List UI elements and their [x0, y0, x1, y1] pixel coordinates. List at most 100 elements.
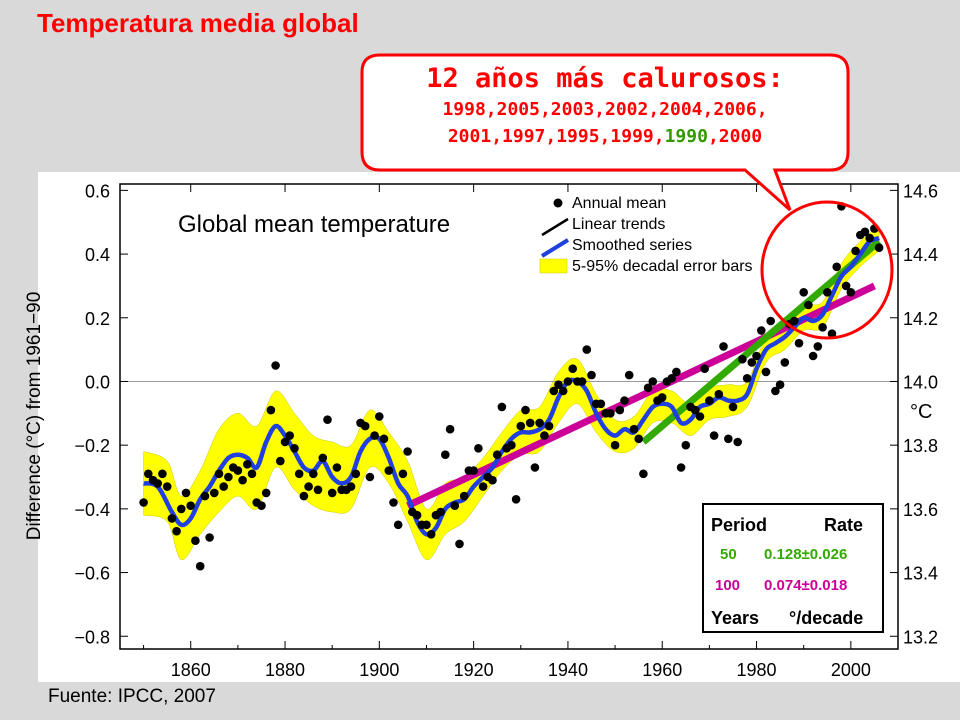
callout-years-line-1: 1998,2005,2003,2002,2004,2006,	[442, 99, 768, 120]
y-tick-label: 0.2	[85, 309, 110, 329]
annual-mean-points	[139, 202, 884, 571]
chart-title: Global mean temperature	[178, 211, 450, 238]
annual-mean-point	[299, 491, 309, 501]
annual-mean-point	[544, 421, 554, 431]
annual-mean-point	[558, 386, 568, 396]
annual-mean-point	[224, 472, 233, 482]
annual-mean-point	[243, 460, 252, 469]
annual-mean-point	[450, 501, 460, 511]
annual-mean-point	[874, 243, 884, 252]
annual-mean-point	[158, 469, 167, 479]
y-axis-label: Difference (°C) from 1961−90	[24, 292, 45, 541]
rate-table: Period Rate 50 0.128±0.026 100 0.074±0.0…	[702, 503, 884, 633]
annual-mean-point	[370, 431, 379, 440]
y2-tick-label: 14.4	[903, 245, 938, 265]
legend-label: 5-95% decadal error bars	[572, 258, 753, 275]
plot-frame	[119, 183, 899, 650]
annual-mean-point	[657, 393, 667, 402]
annual-mean-point	[285, 431, 295, 440]
callout-bubble	[360, 53, 850, 212]
annual-mean-point	[771, 386, 780, 396]
callout-years-line-2: 2001,1997,1995,1999,1990,2000	[362, 123, 848, 150]
annual-mean-point	[360, 421, 370, 431]
annual-mean-point	[261, 488, 271, 498]
annual-mean-point	[690, 405, 700, 415]
rate-table-row-rate: 0.128±0.026	[764, 546, 848, 563]
annual-mean-point	[177, 504, 186, 514]
annual-mean-point	[398, 469, 408, 479]
annual-mean-point	[851, 246, 860, 256]
annual-mean-point	[790, 316, 799, 326]
y2-tick-label: 14.6	[903, 181, 938, 201]
x-tick-label: 1900	[359, 660, 399, 680]
annual-mean-point	[162, 482, 172, 491]
annual-mean-point	[492, 450, 502, 460]
annual-mean-point	[412, 510, 422, 520]
annual-mean-point	[346, 482, 356, 491]
annual-mean-point	[860, 227, 870, 237]
annual-mean-point	[507, 440, 516, 450]
annual-mean-point	[497, 402, 507, 412]
smoothed-series-line	[143, 235, 880, 537]
annual-mean-point	[478, 482, 488, 491]
annual-mean-point	[719, 342, 728, 351]
annual-mean-point	[172, 526, 181, 536]
annual-mean-point	[441, 450, 450, 460]
annual-mean-point	[823, 288, 832, 297]
smoothed-series-group	[143, 235, 880, 537]
annual-mean-point	[794, 338, 804, 348]
annual-mean-point	[511, 495, 521, 504]
annual-mean-point	[587, 370, 596, 380]
source-citation: Fuente: IPCC, 2007	[48, 686, 216, 707]
annual-mean-point	[724, 434, 733, 444]
annual-mean-point	[667, 374, 676, 383]
rate-table-row-rate: 0.074±0.018	[764, 577, 848, 594]
annual-mean-point	[681, 440, 691, 450]
rate-table-footer-years: Years	[711, 608, 760, 628]
rate-table-header-rate: Rate	[824, 515, 864, 535]
annual-mean-point	[313, 485, 323, 495]
annual-mean-point	[624, 370, 634, 380]
annual-mean-point	[389, 498, 398, 507]
y-tick-label: 0.6	[85, 181, 110, 201]
annual-mean-point	[167, 514, 177, 523]
annual-mean-point	[200, 491, 210, 501]
legend-marker-linear-trends	[541, 217, 569, 237]
annual-mean-point	[634, 434, 643, 444]
annual-mean-point	[549, 386, 559, 396]
hot-years-highlight-circle	[760, 200, 894, 340]
annual-mean-point	[832, 262, 841, 272]
annual-mean-point	[846, 288, 856, 297]
x-tick-label: 2000	[831, 660, 871, 680]
annual-mean-point	[563, 377, 573, 386]
callout-heading: 12 años más calurosos:	[426, 63, 784, 94]
annual-mean-point	[733, 437, 742, 447]
y-tick-label: −0.4	[74, 500, 110, 520]
annual-mean-point	[818, 323, 827, 332]
annual-mean-point	[676, 463, 686, 472]
slide-title: Temperatura media global	[37, 8, 359, 38]
x-tick-label: 1980	[737, 660, 777, 680]
annual-mean-point	[577, 377, 587, 386]
annual-mean-point	[804, 300, 813, 310]
annual-mean-point	[629, 424, 639, 434]
legend-marker-smoothed	[540, 238, 570, 258]
legend-marker-annual-mean	[553, 198, 563, 208]
annual-mean-point	[318, 453, 328, 463]
annual-mean-point	[615, 405, 625, 415]
annual-mean-point	[596, 399, 606, 409]
annual-mean-point	[304, 482, 313, 491]
y-tick-label: −0.2	[74, 436, 110, 456]
annual-mean-point	[186, 501, 195, 511]
annual-mean-point	[426, 530, 436, 539]
y2-tick-label: 14.0	[903, 372, 938, 392]
annual-mean-point	[266, 405, 276, 415]
annual-mean-point	[525, 418, 535, 428]
secondary-axis-unit-label: °C	[910, 401, 932, 423]
annual-mean-point	[144, 469, 153, 479]
annual-mean-point	[540, 431, 549, 440]
annual-mean-point	[384, 466, 394, 475]
annual-mean-point	[672, 367, 681, 377]
annual-mean-point	[195, 561, 205, 571]
y-tick-label: −0.6	[74, 564, 110, 584]
